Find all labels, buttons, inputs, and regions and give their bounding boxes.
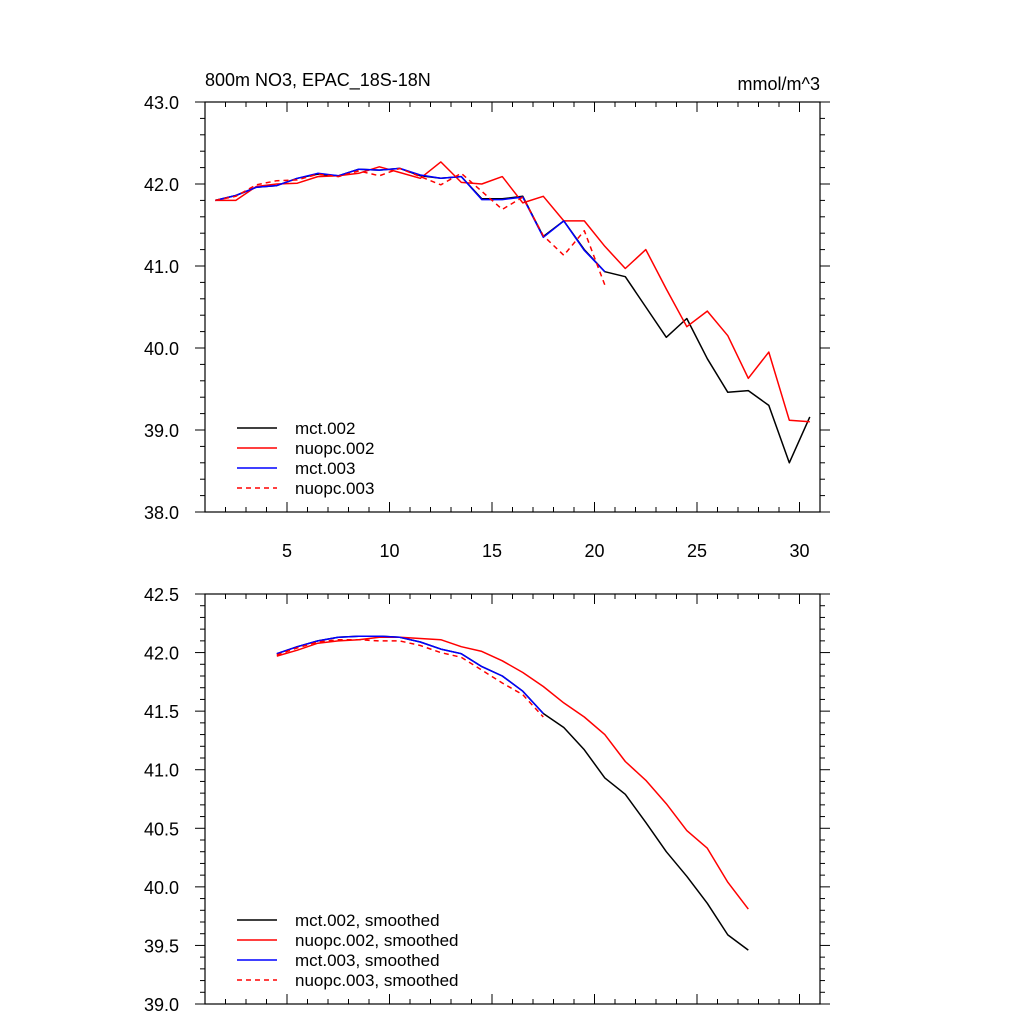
y-tick-label: 39.5 [144, 936, 179, 956]
x-tick-label: 15 [482, 541, 502, 561]
x-tick-label: 30 [789, 541, 809, 561]
y-tick-label: 39.0 [144, 421, 179, 441]
x-tick-label: 20 [584, 541, 604, 561]
series-line-4 [215, 167, 606, 286]
legend-label: nuopc.003, smoothed [295, 971, 459, 990]
y-tick-label: 41.0 [144, 761, 179, 781]
legend-label: mct.003, smoothed [295, 951, 440, 970]
units-label: mmol/m^3 [738, 74, 820, 94]
legend-label: mct.002, smoothed [295, 911, 440, 930]
panel-1: 38.0 39.0 40.0 41.0 42.0 43.0 5 10 15 20 25 30 800m … [144, 70, 830, 561]
series-line-4 [276, 638, 544, 718]
y-tick-label: 39.0 [144, 995, 179, 1015]
y-tick-label: 40.0 [144, 339, 179, 359]
x-tick-label: 5 [282, 541, 292, 561]
legend-label: nuopc.002, smoothed [295, 931, 459, 950]
legend-label: nuopc.003 [295, 479, 374, 498]
legend-label: mct.002 [295, 419, 355, 438]
panel-2: 39.0 39.5 40.0 40.5 41.0 41.5 42.0 42.5 mct.002,… [144, 585, 830, 1015]
y-tick-label: 40.5 [144, 819, 179, 839]
series-line-2 [215, 161, 810, 423]
series-line-2 [276, 636, 749, 910]
legend-label: mct.003 [295, 459, 355, 478]
x-tick-label: 10 [379, 541, 399, 561]
series-line-3 [276, 635, 544, 715]
y-tick-label: 43.0 [144, 93, 179, 113]
y-tick-label: 38.0 [144, 503, 179, 523]
chart-title: 800m NO3, EPAC_18S-18N [205, 70, 431, 91]
y-tick-label: 42.0 [144, 175, 179, 195]
y-tick-label: 40.0 [144, 878, 179, 898]
legend-label: nuopc.002 [295, 439, 374, 458]
y-tick-label: 42.0 [144, 644, 179, 664]
y-tick-label: 41.0 [144, 257, 179, 277]
y-tick-label: 42.5 [144, 585, 179, 605]
y-tick-label: 41.5 [144, 702, 179, 722]
x-tick-label: 25 [687, 541, 707, 561]
